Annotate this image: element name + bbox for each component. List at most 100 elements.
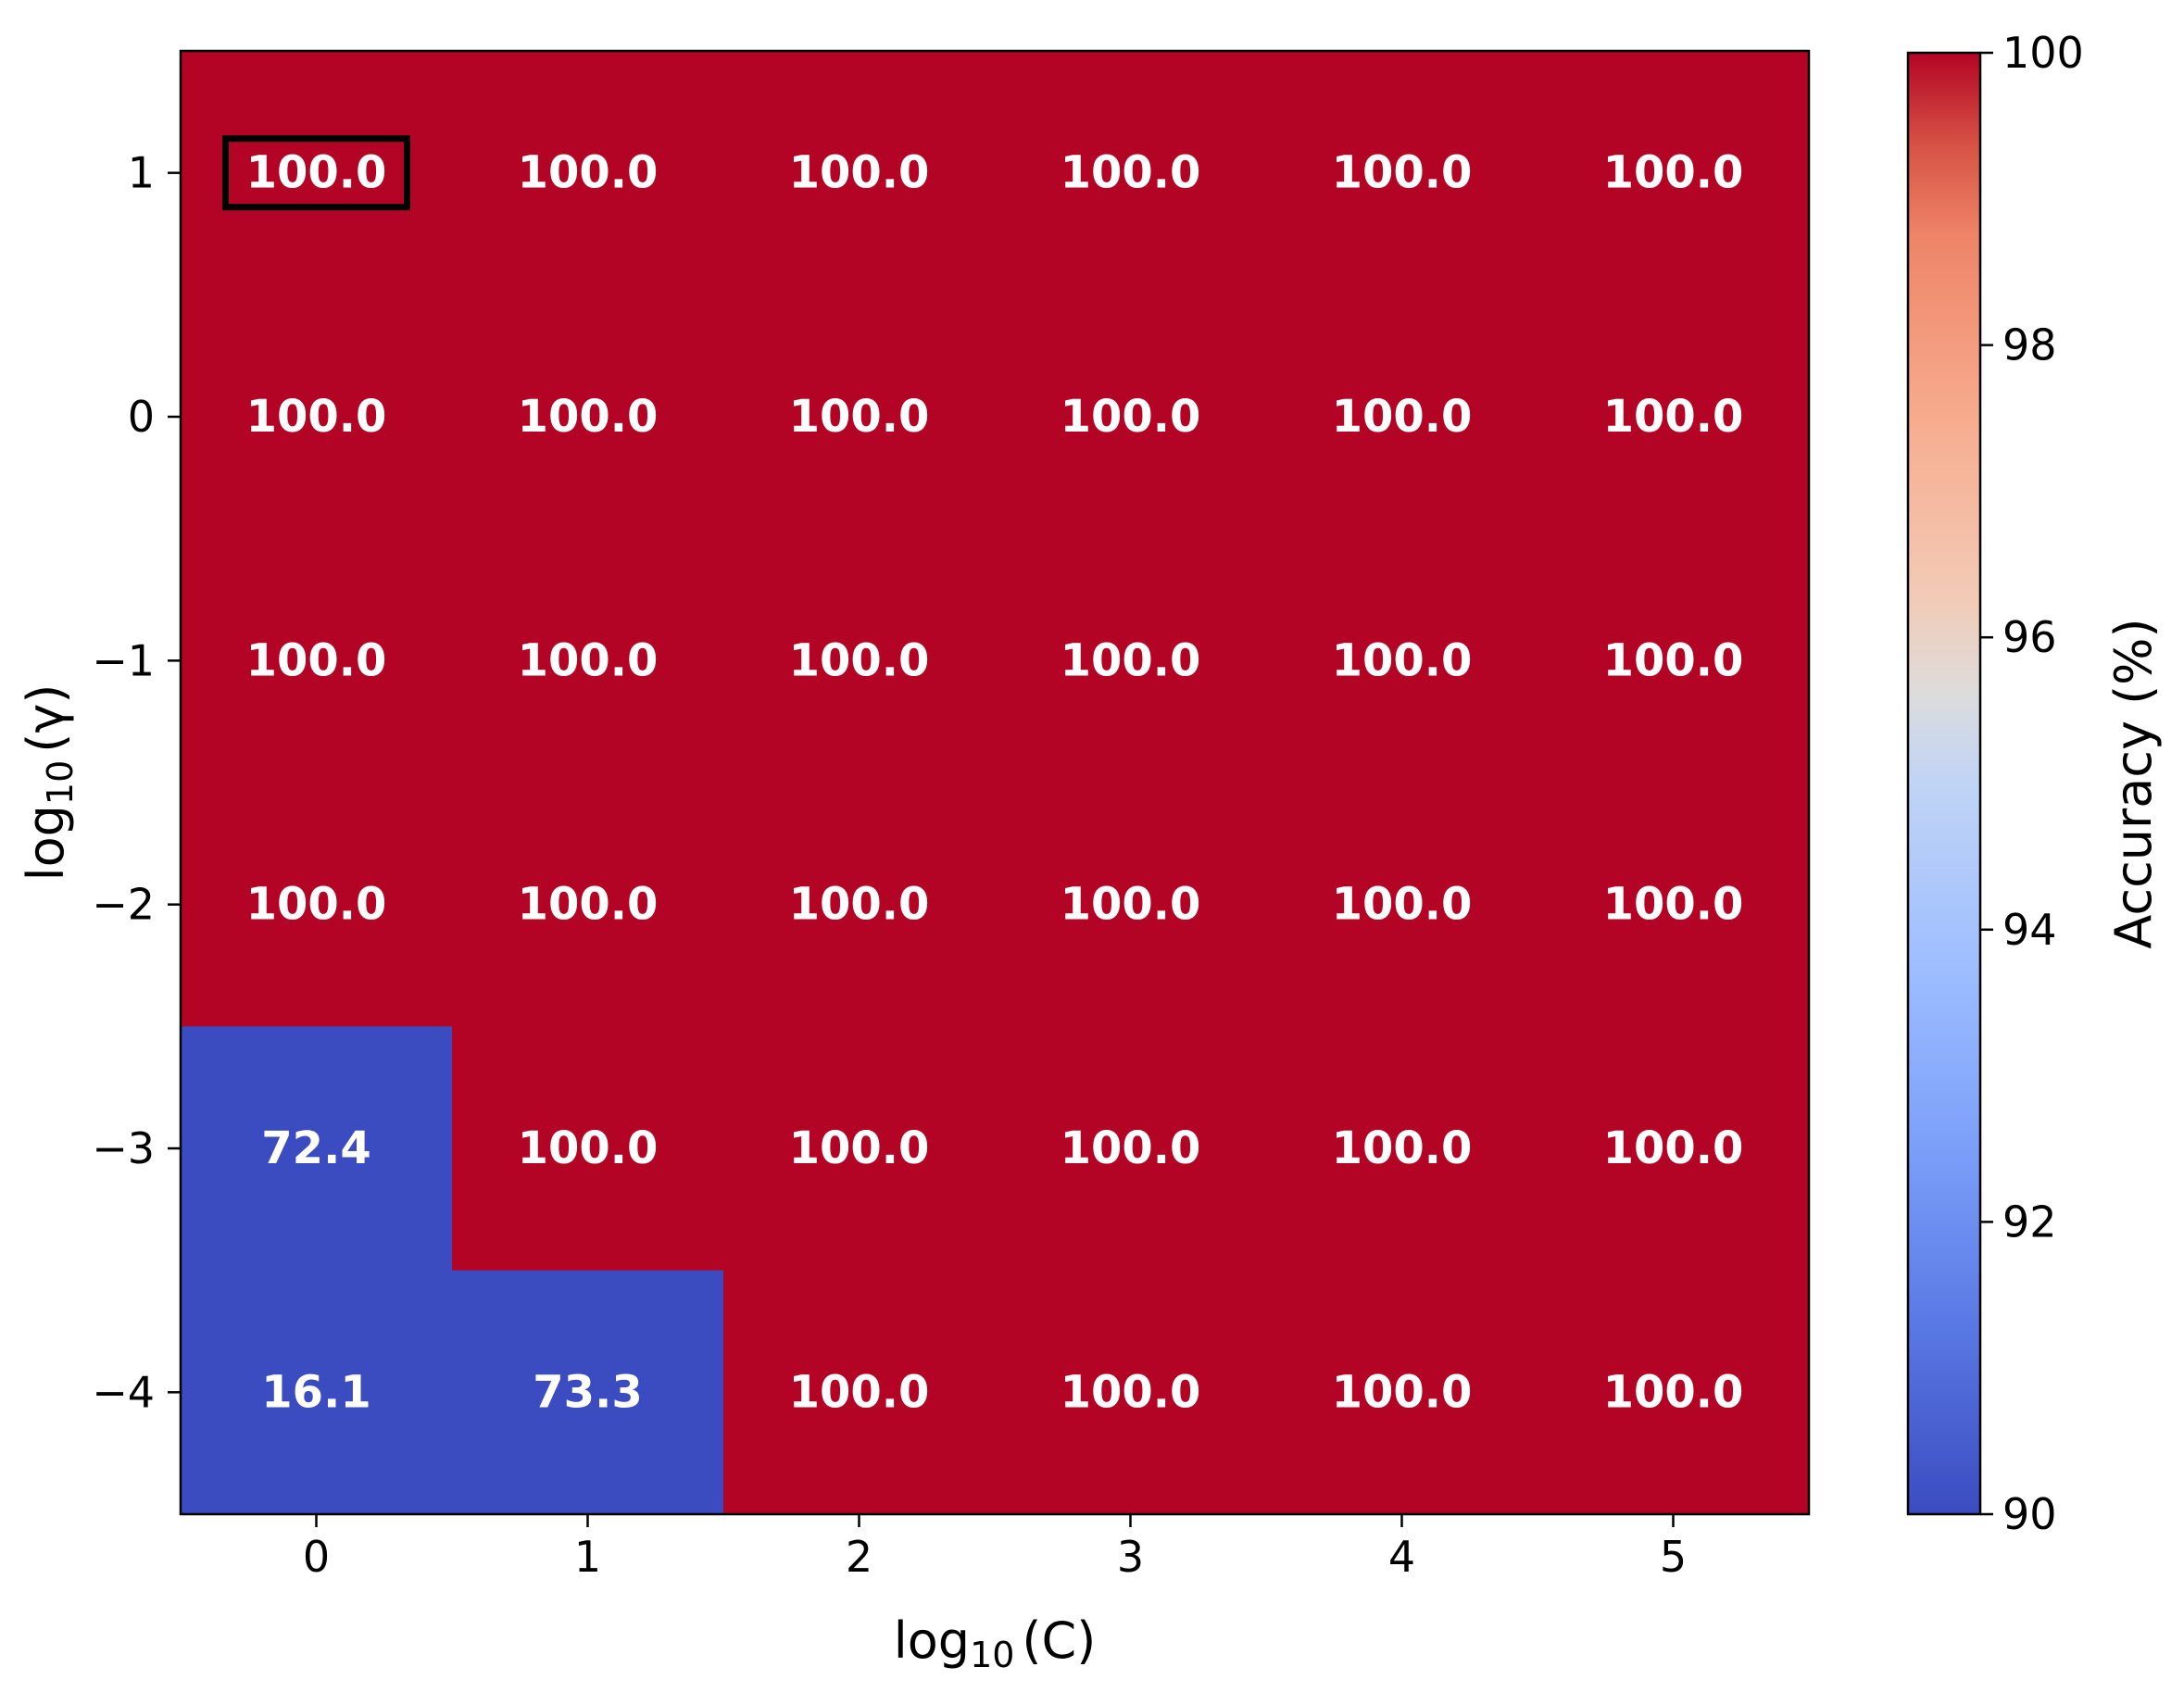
cell-value-label: 100.0 [1603, 1122, 1744, 1174]
heatmap-cell [1538, 1026, 1810, 1272]
x-axis-title-sub: 10 [970, 1635, 1014, 1675]
heatmap-cell [452, 1026, 724, 1272]
cell-value-label: 100.0 [1332, 1122, 1473, 1174]
x-axis-title-arg: (C) [1022, 1611, 1096, 1670]
heatmap-cell [723, 783, 996, 1027]
cell-value-label: 100.0 [1061, 1122, 1201, 1174]
cell-value-label: 100.0 [1603, 879, 1744, 931]
colorbar-tick-label: 94 [2002, 905, 2057, 955]
cell-value-label: 100.0 [1603, 1366, 1744, 1418]
heatmap-cell [723, 1026, 996, 1272]
heatmap-cell [995, 1026, 1267, 1272]
cell-value-label: 100.0 [518, 391, 659, 443]
heatmap-cell [995, 1270, 1267, 1515]
cell-value-label: 100.0 [518, 147, 659, 199]
cell-value-label: 100.0 [1332, 147, 1473, 199]
heatmap-cell [995, 538, 1267, 783]
cell-value-label: 100.0 [1603, 634, 1744, 686]
heatmap-cell [452, 538, 724, 783]
colorbar-ticks: 90 92 94 96 98 100 [1980, 28, 2084, 1539]
heatmap-cell [181, 538, 453, 783]
x-tick-label: 5 [1660, 1532, 1687, 1582]
cell-value-label: 100.0 [246, 391, 387, 443]
heatmap-cell [1266, 51, 1538, 295]
cell-value-label: 16.1 [261, 1366, 370, 1418]
x-tick-label: 0 [303, 1532, 330, 1582]
x-axis-title-base: log [894, 1611, 970, 1670]
heatmap-cell [181, 1026, 453, 1272]
colorbar-tick-label: 90 [2002, 1489, 2057, 1539]
cell-value-label: 100.0 [1332, 879, 1473, 931]
cell-value-label: 100.0 [246, 879, 387, 931]
cell-value-label: 100.0 [246, 634, 387, 686]
heatmap-cell [452, 51, 724, 295]
heatmap-cells [181, 51, 1810, 1515]
heatmap-cell [452, 783, 724, 1027]
colorbar [1906, 51, 1982, 1516]
heatmap-cell [1266, 538, 1538, 783]
cell-value-label: 100.0 [1603, 147, 1744, 199]
heatmap-cell [181, 1270, 453, 1515]
y-axis-title-sub: 10 [40, 760, 81, 805]
cell-value-label: 73.3 [533, 1366, 642, 1418]
heatmap-cell [1266, 295, 1538, 540]
heatmap-cell [723, 1270, 996, 1515]
heatmap-cell [995, 51, 1267, 295]
heatmap-cell-labels: 100.0 100.0 100.0 100.0 100.0 100.0 100.0 100.0… [246, 147, 1744, 1419]
x-axis-title: log10 (C) [894, 1611, 1097, 1675]
heatmap-cell [1266, 783, 1538, 1027]
cell-value-label: 72.4 [261, 1122, 370, 1174]
y-axis-title-base: log [17, 805, 75, 881]
cell-value-label: 100.0 [1061, 391, 1201, 443]
heatmap-cell [452, 295, 724, 540]
cell-value-label: 100.0 [789, 391, 930, 443]
heatmap-cell [181, 783, 453, 1027]
heatmap-cell [1266, 1270, 1538, 1515]
cell-value-label: 100.0 [789, 1122, 930, 1174]
cell-value-label: 100.0 [1332, 391, 1473, 443]
cell-value-label: 100.0 [1603, 391, 1744, 443]
cell-value-label: 100.0 [518, 634, 659, 686]
heatmap-cell [995, 783, 1267, 1027]
x-tick-label: 2 [846, 1532, 872, 1582]
cell-value-label: 100.0 [246, 147, 387, 199]
x-tick-label: 1 [574, 1532, 601, 1582]
x-tick-label: 3 [1117, 1532, 1144, 1582]
y-tick-label: 0 [128, 392, 155, 442]
heatmap-cell [723, 295, 996, 540]
cell-value-label: 100.0 [789, 879, 930, 931]
heatmap-cell [452, 1270, 724, 1515]
cell-value-label: 100.0 [789, 634, 930, 686]
cell-value-label: 100.0 [1061, 1366, 1201, 1418]
plot-frame [179, 49, 1811, 1516]
heatmap-cell [1538, 51, 1810, 295]
cell-value-label: 100.0 [1332, 634, 1473, 686]
y-tick-label: −4 [92, 1367, 155, 1417]
heatmap-cell [723, 538, 996, 783]
best-cell-highlight [222, 135, 410, 211]
cell-value-label: 100.0 [1061, 879, 1201, 931]
heatmap-cell [1266, 1026, 1538, 1272]
x-axis-ticks: 0 1 2 3 4 5 [303, 1514, 1687, 1582]
cell-value-label: 100.0 [1061, 147, 1201, 199]
y-axis-ticks: 1 0 −1 −2 −3 −4 [92, 148, 181, 1417]
heatmap-cell [995, 295, 1267, 540]
cell-value-label: 100.0 [1061, 634, 1201, 686]
heatmap-cell [1538, 538, 1810, 783]
cell-value-label: 100.0 [518, 1122, 659, 1174]
colorbar-tick-label: 98 [2002, 320, 2057, 370]
cell-value-label: 100.0 [789, 1366, 930, 1418]
colorbar-tick-label: 100 [2002, 28, 2084, 78]
x-tick-label: 4 [1388, 1532, 1415, 1582]
y-tick-label: −1 [92, 635, 155, 685]
colorbar-label: Accuracy (%) [2104, 618, 2163, 948]
colorbar-tick-label: 92 [2002, 1197, 2057, 1247]
heatmap-cell [723, 51, 996, 295]
cell-value-label: 100.0 [1332, 1366, 1473, 1418]
y-tick-label: −2 [92, 880, 155, 930]
y-tick-label: 1 [128, 148, 155, 198]
heatmap-cell [1538, 1270, 1810, 1515]
heatmap-cell [1538, 295, 1810, 540]
cell-value-label: 100.0 [789, 147, 930, 199]
